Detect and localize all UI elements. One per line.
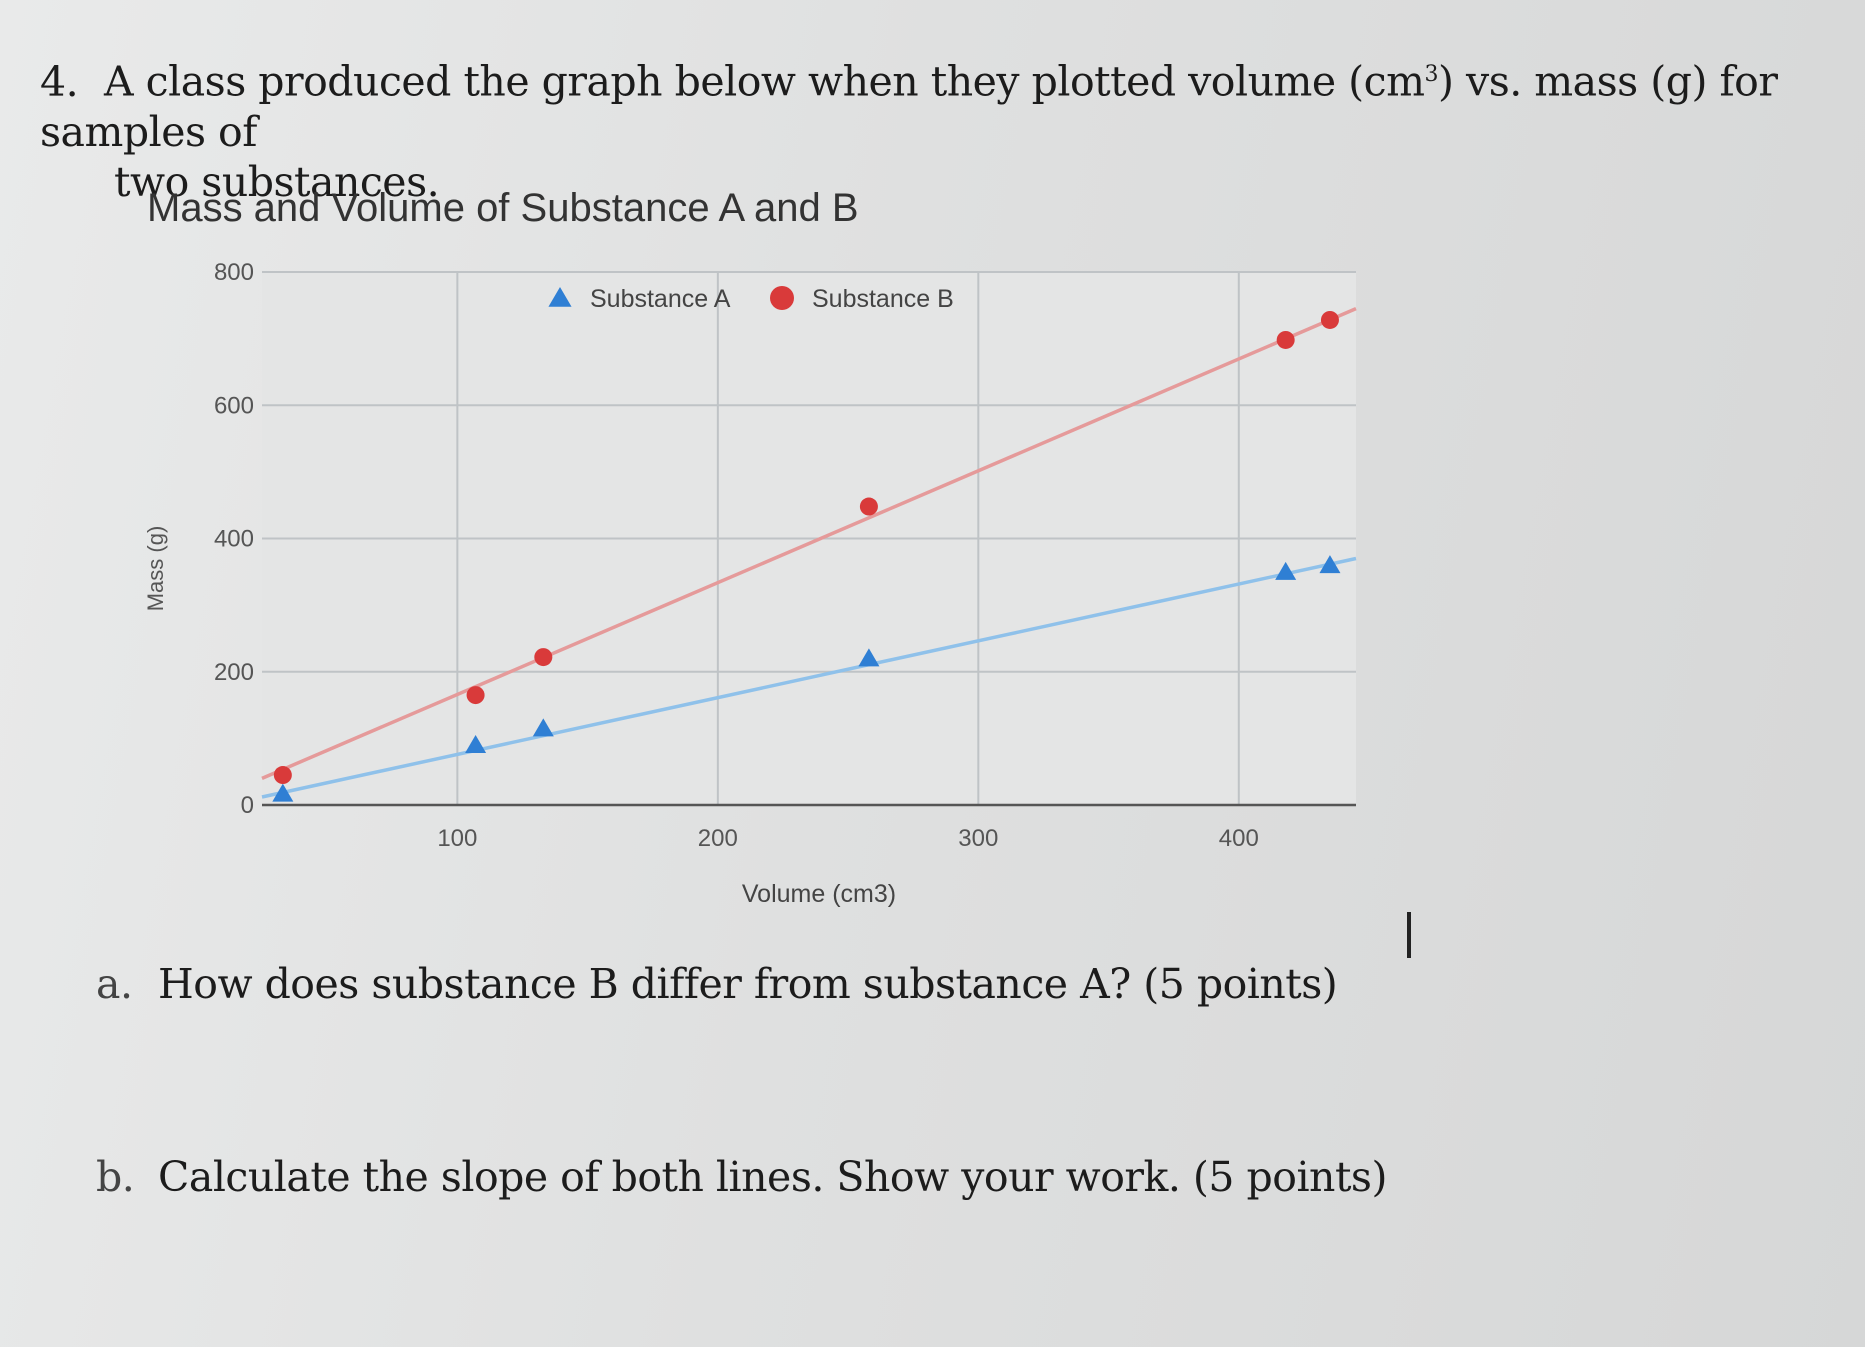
question-superscript: 3 xyxy=(1424,62,1439,87)
part-b-text: Calculate the slope of both lines. Show … xyxy=(158,1153,1387,1201)
point-substance-b xyxy=(1320,310,1339,329)
point-substance-a xyxy=(858,648,880,667)
y-tick-label: 200 xyxy=(214,659,254,686)
point-substance-b xyxy=(273,766,292,785)
legend-label-substance-a: Substance A xyxy=(590,285,731,313)
point-substance-b xyxy=(1276,330,1295,349)
point-substance-a xyxy=(1319,555,1341,574)
point-substance-a xyxy=(532,718,554,737)
text-cursor-mark xyxy=(1407,912,1411,958)
question-text-line2: two substances. xyxy=(114,157,440,206)
point-substance-b xyxy=(859,497,878,516)
y-tick-label: 400 xyxy=(214,526,254,553)
chart-title: Mass and Volume of Substance A and B xyxy=(147,186,859,230)
legend-marker-substance-b xyxy=(770,286,794,310)
point-substance-a xyxy=(272,783,294,802)
x-axis-label: Volume (cm3) xyxy=(742,880,896,908)
x-tick-label: 100 xyxy=(437,825,477,852)
y-tick-label: 600 xyxy=(214,392,254,419)
x-tick-label: 400 xyxy=(1219,825,1259,852)
y-tick-label: 0 xyxy=(241,792,254,819)
x-tick-label: 300 xyxy=(958,825,998,852)
part-a: a. How does substance B differ from subst… xyxy=(96,960,1338,1008)
point-substance-b xyxy=(466,686,485,705)
question-number: 4. xyxy=(40,57,79,106)
part-a-text: How does substance B differ from substan… xyxy=(158,960,1338,1008)
trendline-a xyxy=(261,556,1357,799)
legend-marker-substance-a xyxy=(548,287,572,307)
y-tick-label: 800 xyxy=(214,259,254,286)
x-tick-label: 200 xyxy=(698,825,738,852)
point-substance-a xyxy=(1275,561,1297,580)
part-a-letter: a. xyxy=(96,960,133,1008)
part-b-letter: b. xyxy=(96,1153,135,1201)
question-text-part1: A class produced the graph below when th… xyxy=(104,57,1425,106)
y-axis-label: Mass (g) xyxy=(143,526,168,612)
question-4: 4. A class produced the graph below when … xyxy=(40,50,1820,207)
point-substance-b xyxy=(534,648,553,667)
part-b: b. Calculate the slope of both lines. Sho… xyxy=(96,1153,1387,1201)
question-text-part2: ) vs. mass (g) for samples of xyxy=(40,57,1778,156)
point-substance-a xyxy=(465,735,487,754)
legend-label-substance-b: Substance B xyxy=(812,285,954,313)
trendline-b xyxy=(261,307,1357,780)
